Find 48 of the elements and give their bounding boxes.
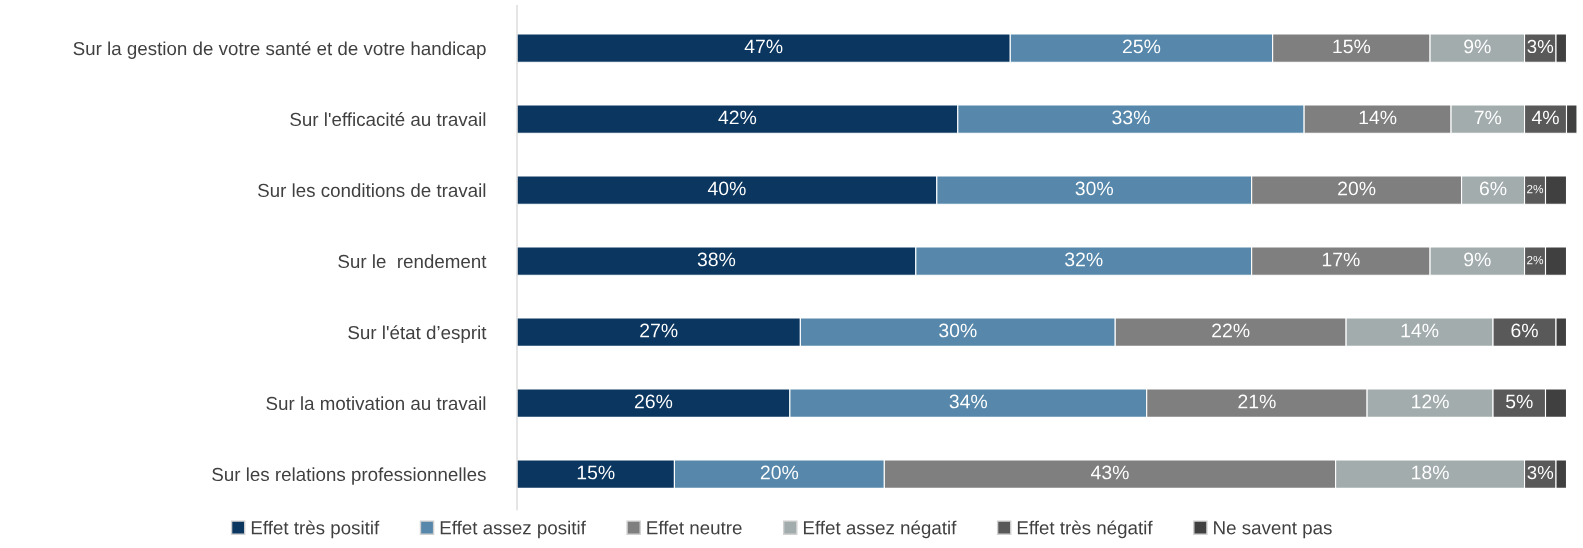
- data-label: 20%: [1338, 181, 1376, 196]
- data-label: 22%: [1212, 323, 1250, 338]
- data-label: 15%: [1333, 39, 1371, 54]
- legend-label: Effet assez négatif: [803, 520, 957, 539]
- y-tick-label: Sur l'état d’esprit: [348, 325, 487, 343]
- data-label: 30%: [1075, 181, 1113, 196]
- data-label: 14%: [1401, 323, 1439, 338]
- data-label: 34%: [949, 394, 988, 409]
- data-label: 3%: [1527, 465, 1554, 480]
- data-label: 38%: [697, 252, 736, 267]
- legend-label: Effet assez positif: [440, 520, 586, 539]
- data-label: 21%: [1238, 394, 1276, 409]
- data-label: 17%: [1322, 252, 1360, 267]
- data-label: 6%: [1479, 181, 1507, 196]
- data-label: 43%: [1090, 465, 1129, 480]
- y-tick-label: Sur la motivation au travail: [266, 396, 486, 411]
- legend-label: Effet neutre: [647, 520, 742, 535]
- data-label: 18%: [1412, 465, 1449, 480]
- data-label: 27%: [640, 323, 678, 338]
- y-tick-label: Sur les conditions de travail: [258, 183, 486, 198]
- y-tick-label: Sur le rendement: [338, 254, 487, 269]
- data-label: 14%: [1359, 110, 1397, 125]
- data-label: 12%: [1412, 394, 1449, 409]
- data-label: 5%: [1506, 394, 1533, 409]
- data-label: 26%: [634, 394, 673, 409]
- data-label: 4%: [1531, 110, 1559, 125]
- data-label: 30%: [939, 323, 977, 338]
- data-label: 25%: [1122, 39, 1161, 54]
- data-label: 2%: [1527, 184, 1544, 194]
- data-label: 9%: [1464, 39, 1491, 54]
- y-tick-label: Sur la gestion de votre santé et de votre handicap: [73, 41, 486, 59]
- data-label: 6%: [1511, 323, 1538, 338]
- data-label: 15%: [577, 465, 615, 480]
- data-label: 7%: [1474, 110, 1502, 125]
- legend-label: Effet très positif: [251, 520, 380, 539]
- data-label: 40%: [707, 181, 746, 196]
- data-label: 33%: [1112, 110, 1150, 125]
- data-label: 3%: [1527, 39, 1554, 54]
- data-label: 47%: [744, 39, 783, 54]
- legend-label: Effet très négatif: [1017, 520, 1153, 539]
- data-label: 42%: [718, 110, 757, 125]
- data-label: 9%: [1464, 252, 1491, 267]
- y-tick-label: Sur les relations professionnelles: [212, 467, 486, 485]
- data-label: 2%: [1527, 255, 1544, 265]
- data-label: 20%: [760, 465, 799, 480]
- data-label: 32%: [1065, 252, 1103, 267]
- y-tick-label: Sur l'efficacité au travail: [290, 112, 486, 127]
- legend-label: Ne savent pas: [1214, 521, 1332, 539]
